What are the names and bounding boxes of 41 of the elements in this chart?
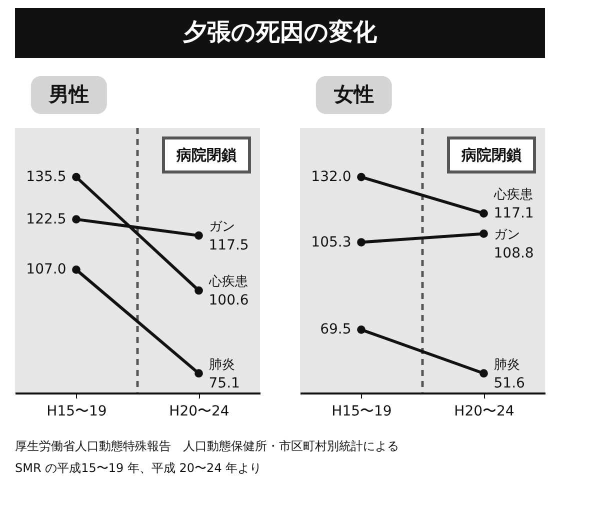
point [194,231,203,240]
data-label: 117.1 [494,206,534,222]
series-label: ガン [208,220,235,235]
text: 病院閉鎖 [460,146,522,164]
chart-title: 夕張の死因の変化 [182,18,378,46]
point [357,172,366,182]
data-label: 75.1 [208,375,240,392]
x-tick-label: H20〜24 [169,404,230,420]
point [72,172,80,182]
x-tick-label: H15〜19 [332,404,392,420]
data-label: 122.5 [26,211,66,228]
data-label: 69.5 [320,322,352,338]
point [480,369,488,378]
point [72,215,80,224]
data-label: 117.5 [208,238,249,254]
data-label: 51.6 [494,375,526,392]
series-label: ガン [494,228,520,243]
x-tick-label: H15〜19 [46,404,107,420]
text: 病院閉鎖 [176,146,238,164]
data-label: 108.8 [494,246,534,262]
point [480,230,488,238]
text: SMR の平成15〜19 年、平成 20〜24 年より [15,461,262,475]
data-label: 135.5 [26,169,66,186]
series-label: 肺炎 [494,357,520,372]
x-tick-label: H20〜24 [454,404,514,420]
point [480,209,488,218]
series-label: 心疾患 [208,273,248,290]
point [72,266,80,274]
chart-subtitle: 女性 [332,82,374,106]
data-label: 107.0 [26,262,66,278]
series-label: 心疾患 [492,186,533,203]
chart-subtitle: 男性 [48,82,89,106]
point [357,238,366,246]
point [194,369,203,378]
data-label: 132.0 [311,169,352,186]
point [357,325,366,334]
data-label: 105.3 [311,234,352,250]
series-label: 肺炎 [208,357,235,372]
data-label: 100.6 [208,292,249,308]
text: 厚生労働省人口動態特殊報告 人口動態保健所・市区町村別統計による [15,439,399,453]
point [194,286,203,295]
